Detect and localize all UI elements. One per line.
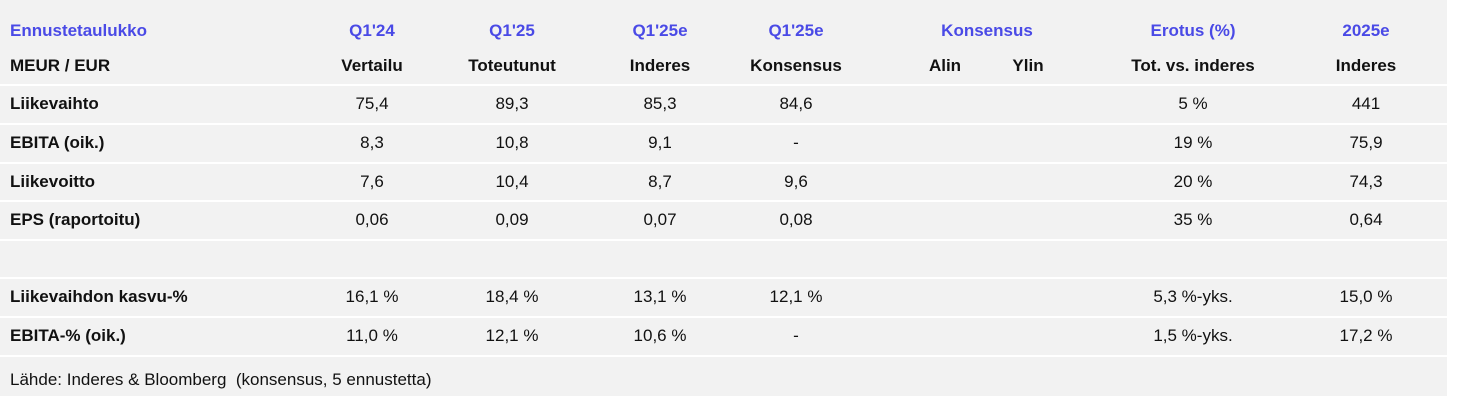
header-cell: Q1'25e: [768, 21, 824, 40]
header-cell: Erotus (%): [1150, 21, 1236, 40]
cell: 18,4 %: [485, 287, 539, 306]
cell: 5 %: [1178, 94, 1208, 113]
row-label: EPS (raportoitu): [10, 210, 141, 229]
header-cell: Alin: [928, 56, 962, 75]
cell: 85,3: [643, 94, 677, 113]
header-cell: Vertailu: [341, 56, 403, 75]
cell: 13,1 %: [633, 287, 687, 306]
source-note: Lähde: Inderes & Bloomberg (konsensus, 5…: [10, 370, 432, 389]
cell: 0,08: [779, 210, 813, 229]
header-cell: Konsensus: [750, 56, 842, 75]
header-cell: Q1'24: [349, 21, 395, 40]
cell: 7,6: [360, 172, 384, 191]
cell: 0,06: [355, 210, 389, 229]
cell: 84,6: [779, 94, 813, 113]
cell: 1,5 %-yks.: [1153, 326, 1233, 345]
cell: 0,07: [643, 210, 677, 229]
cell: 75,4: [355, 94, 389, 113]
row-label: Liikevoitto: [10, 172, 96, 191]
row-separator: [0, 277, 1447, 279]
cell: 441: [1351, 94, 1381, 113]
cell: 35 %: [1173, 210, 1213, 229]
row-label: Liikevaihdon kasvu-%: [10, 287, 188, 306]
cell: 9,6: [784, 172, 808, 191]
header-cell: Ennustetaulukko: [10, 21, 147, 40]
header-cell: Konsensus: [941, 21, 1033, 40]
cell: 19 %: [1173, 133, 1213, 152]
cell: 11,0 %: [346, 326, 398, 345]
row-separator: [0, 123, 1447, 125]
cell: -: [793, 326, 799, 345]
cell: 10,6 %: [633, 326, 687, 345]
header-cell: Toteutunut: [468, 56, 556, 75]
header-cell: Ylin: [1012, 56, 1044, 75]
cell: 20 %: [1173, 172, 1213, 191]
header-cell: MEUR / EUR: [10, 56, 111, 75]
cell: 5,3 %-yks.: [1153, 287, 1233, 306]
cell: 12,1 %: [769, 287, 823, 306]
header-cell: Inderes: [629, 56, 691, 75]
cell: -: [793, 133, 799, 152]
cell: 75,9: [1349, 133, 1383, 152]
row-separator: [0, 162, 1447, 164]
cell: 74,3: [1349, 172, 1383, 191]
cell: 16,1 %: [345, 287, 399, 306]
header-cell: Inderes: [1335, 56, 1397, 75]
row-separator: [0, 355, 1447, 357]
header-cell: Q1'25e: [632, 21, 688, 40]
forecast-table: Ennustetaulukko Q1'24 Q1'25 Q1'25e Q1'25e Kon…: [0, 0, 1447, 396]
row-label: EBITA (oik.): [10, 133, 105, 152]
cell: 8,3: [360, 133, 384, 152]
cell: 89,3: [495, 94, 529, 113]
row-separator: [0, 84, 1447, 86]
cell: 17,2 %: [1339, 326, 1393, 345]
cell: 9,1: [648, 133, 672, 152]
cell: 12,1 %: [485, 326, 539, 345]
cell: 10,4: [495, 172, 529, 191]
header-cell: 2025e: [1342, 21, 1390, 40]
row-separator: [0, 316, 1447, 318]
header-cell: Tot. vs. inderes: [1131, 56, 1255, 75]
row-separator: [0, 200, 1447, 202]
cell: 0,09: [495, 210, 529, 229]
cell: 15,0 %: [1339, 287, 1393, 306]
header-cell: Q1'25: [489, 21, 535, 40]
cell: 8,7: [648, 172, 672, 191]
row-label: Liikevaihto: [10, 94, 99, 113]
row-label: EBITA-% (oik.): [10, 326, 126, 345]
cell: 10,8: [495, 133, 529, 152]
cell: 0,64: [1349, 210, 1383, 229]
row-separator: [0, 239, 1447, 241]
